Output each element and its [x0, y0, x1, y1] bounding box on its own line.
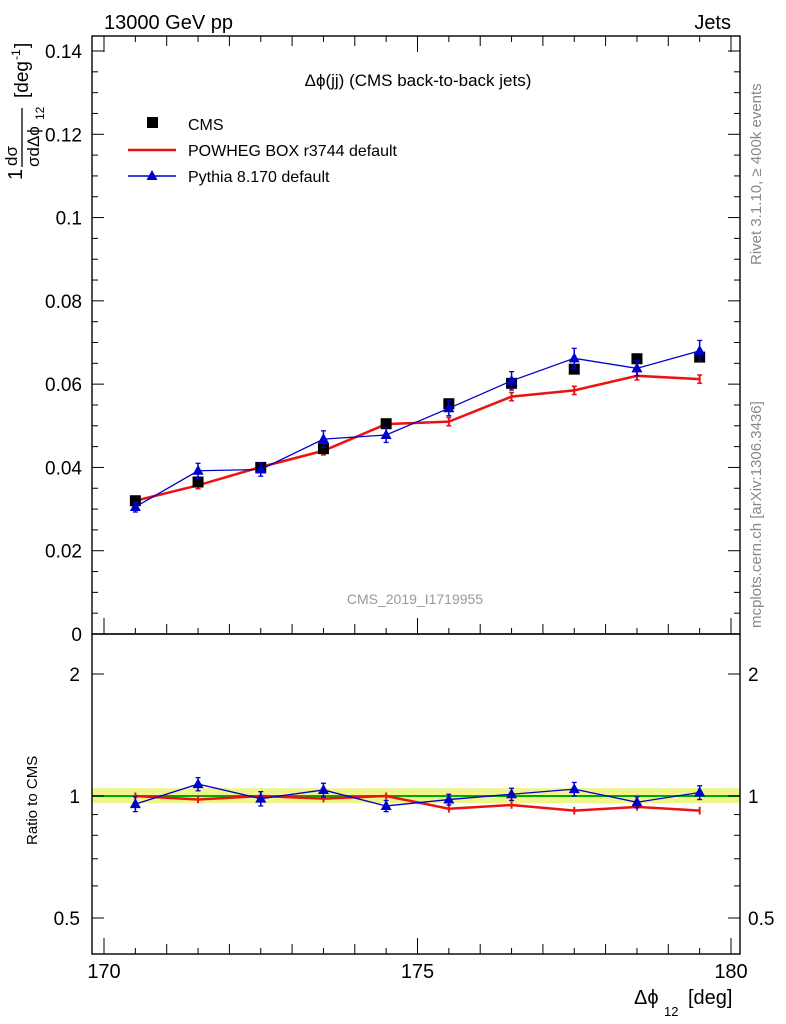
y-label-prefix: 1	[5, 169, 27, 180]
pythia-ratio-point	[129, 798, 141, 809]
x-tick-label: 175	[401, 961, 434, 983]
main-y-axis-label: 1 dσ σdΔϕ 12 [deg -1 ]	[2, 43, 47, 180]
main-data-layer	[129, 339, 706, 513]
ratio-y-tick-label: 1	[69, 787, 80, 808]
main-axis-ticks	[92, 36, 740, 635]
ratio-y-tick-label-right: 2	[748, 665, 759, 686]
pythia-point	[631, 362, 643, 373]
y-label-unit-sup: -1	[9, 49, 23, 60]
x-tick-label: 180	[714, 961, 747, 983]
ratio-y-tick-label-right: 1	[748, 787, 759, 808]
x-axis-label: Δϕ 12 [deg]	[634, 987, 732, 1019]
pythia-ratio-point	[317, 783, 329, 794]
y-tick-label: 0.02	[45, 542, 82, 563]
main-y-tick-labels: 0 0.02 0.04 0.06 0.08 0.1 0.12 0.14	[45, 42, 82, 646]
y-label-num: dσ	[2, 146, 21, 166]
powheg-line	[135, 374, 700, 502]
legend-cms-marker	[147, 117, 158, 128]
pythia-point	[694, 344, 706, 355]
ratio-y-tick-label-right: 0.5	[748, 909, 774, 930]
y-tick-label: 0.12	[45, 125, 82, 146]
pythia-ratio-point	[380, 799, 392, 810]
legend-cms-label: CMS	[188, 117, 224, 134]
ratio-y-tick-label: 2	[69, 665, 80, 686]
y-tick-label: 0.14	[45, 42, 82, 63]
y-label-den: σdΔϕ	[24, 126, 43, 167]
y-tick-label: 0.1	[56, 209, 82, 230]
y-label-unit: [deg	[12, 61, 33, 98]
x-label-sub: 12	[664, 1004, 678, 1019]
cms-point	[129, 495, 141, 507]
watermark: CMS_2019_I1719955	[347, 591, 483, 607]
pythia-point	[443, 402, 455, 413]
cms-point	[380, 418, 392, 430]
pythia-point	[255, 463, 267, 474]
y-label-den-sub: 12	[33, 106, 47, 120]
pythia-line	[135, 350, 700, 508]
y-tick-label: 0.06	[45, 375, 82, 396]
x-label-unit: [deg]	[688, 987, 732, 1009]
chart-title: Δϕ(jj) (CMS back-to-back jets)	[305, 71, 532, 90]
pythia-point	[129, 500, 141, 511]
rivet-label: Rivet 3.1.10, ≥ 400k events	[748, 83, 765, 265]
ratio-frame	[91, 633, 741, 955]
process-header: Jets	[694, 12, 731, 34]
y-tick-label: 0.04	[45, 458, 82, 479]
legend-pythia-label: Pythia 8.170 default	[188, 169, 330, 186]
ratio-axis-ticks	[92, 673, 740, 954]
legend: CMS POWHEG BOX r3744 default Pythia 8.17…	[128, 117, 398, 186]
cms-point	[631, 353, 643, 365]
ratio-y-tick-label: 0.5	[54, 909, 80, 930]
pythia-point	[192, 464, 204, 475]
pythia-ratio-point	[506, 788, 518, 799]
pythia-ratio-point	[568, 783, 580, 794]
x-label-main: Δϕ	[634, 987, 659, 1009]
ratio-y-axis-label: Ratio to CMS	[24, 756, 41, 845]
cms-point	[317, 443, 329, 455]
pythia-ratio-point	[443, 793, 455, 804]
mcplots-label: mcplots.cern.ch [arXiv:1306.3436]	[748, 401, 765, 628]
pythia-ratio-point	[694, 786, 706, 797]
pythia-ratio-point	[255, 792, 267, 803]
pythia-point	[317, 433, 329, 444]
x-tick-label: 170	[87, 961, 120, 983]
cms-point	[192, 476, 204, 488]
energy-header: 13000 GeV pp	[104, 12, 233, 34]
pythia-point	[568, 352, 580, 363]
y-label-unit-close: ]	[12, 43, 33, 48]
pythia-ratio-point	[192, 778, 204, 789]
pythia-ratio-point	[631, 796, 643, 807]
pythia-ratio-line	[135, 783, 700, 807]
y-tick-label: 0.08	[45, 292, 82, 313]
pythia-point	[506, 374, 518, 385]
main-panel: 0 0.02 0.04 0.06 0.08 0.1 0.12 0.14 Δϕ(jj) (CMS…	[2, 35, 741, 646]
ratio-tick-labels: 0.5 0.5 1 1 2 2 170 175 180	[54, 665, 775, 983]
y-tick-label: 0	[71, 625, 82, 646]
cms-point	[568, 363, 580, 375]
legend-pythia-marker	[146, 170, 158, 180]
pythia-point	[380, 428, 392, 439]
legend-powheg-label: POWHEG BOX r3744 default	[188, 143, 398, 160]
ratio-data-layer	[92, 776, 740, 815]
